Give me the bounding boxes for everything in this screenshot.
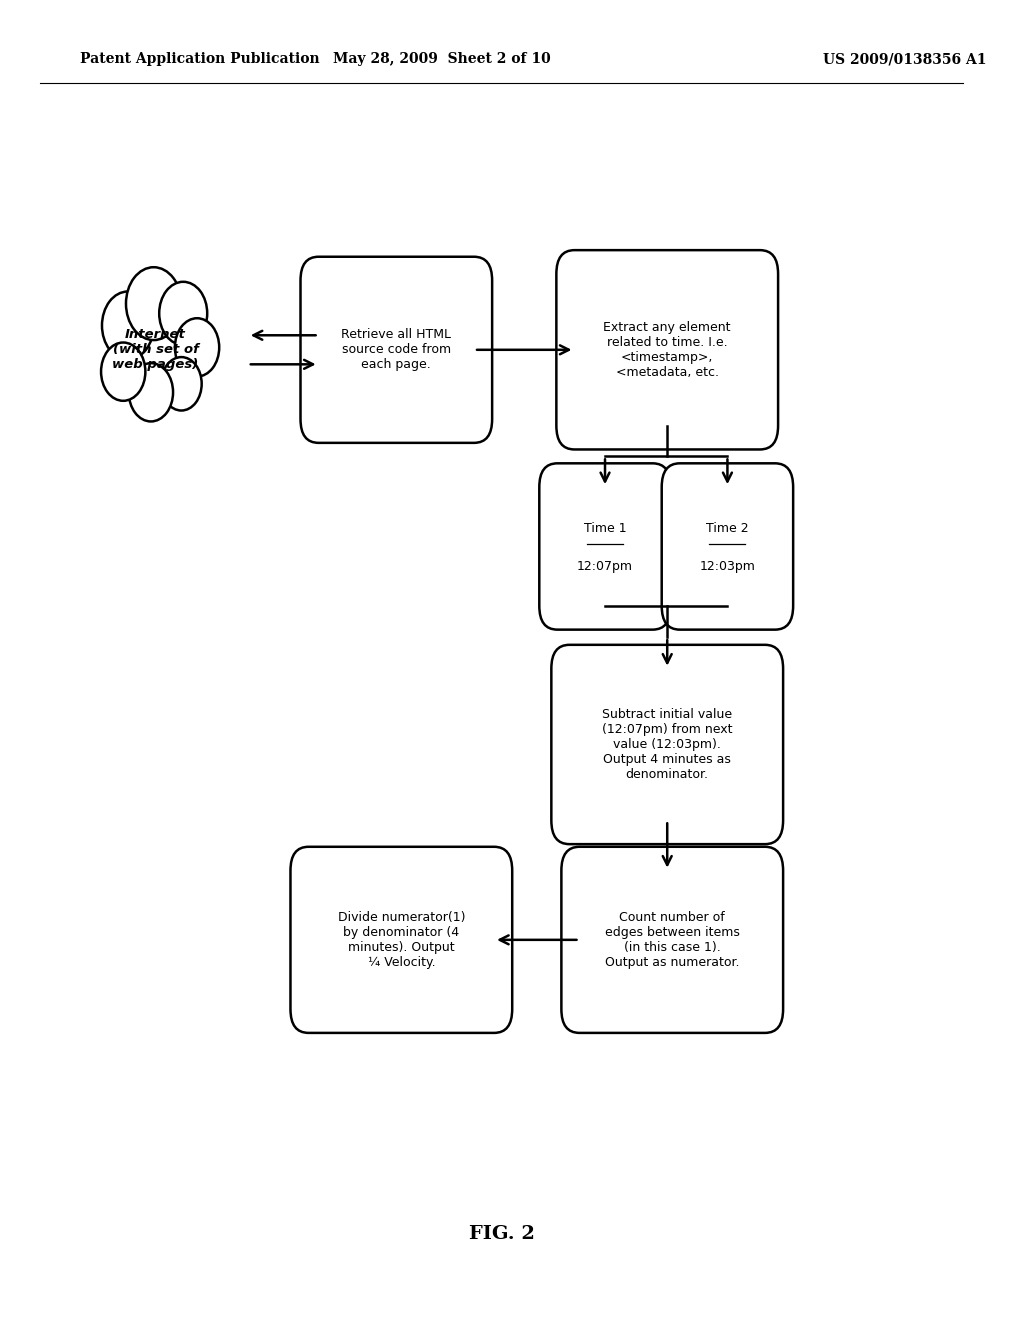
- Text: Extract any element
related to time. I.e.
<timestamp>,
<metadata, etc.: Extract any element related to time. I.e…: [603, 321, 731, 379]
- FancyBboxPatch shape: [540, 463, 671, 630]
- Circle shape: [102, 292, 154, 359]
- FancyBboxPatch shape: [561, 847, 783, 1032]
- Text: Divide numerator(1)
by denominator (4
minutes). Output
¼ Velocity.: Divide numerator(1) by denominator (4 mi…: [338, 911, 465, 969]
- Text: Retrieve all HTML
source code from
each page.: Retrieve all HTML source code from each …: [341, 329, 452, 371]
- Circle shape: [129, 363, 173, 421]
- Text: Time 2: Time 2: [707, 521, 749, 535]
- Text: US 2009/0138356 A1: US 2009/0138356 A1: [822, 53, 986, 66]
- Text: 12:03pm: 12:03pm: [699, 560, 756, 573]
- Text: Count number of
edges between items
(in this case 1).
Output as numerator.: Count number of edges between items (in …: [605, 911, 739, 969]
- FancyBboxPatch shape: [551, 645, 783, 845]
- Text: 12:07pm: 12:07pm: [577, 560, 633, 573]
- FancyBboxPatch shape: [662, 463, 794, 630]
- FancyBboxPatch shape: [291, 847, 512, 1032]
- Circle shape: [101, 342, 145, 401]
- FancyBboxPatch shape: [556, 251, 778, 449]
- Text: Internet
(with set of
web pages): Internet (with set of web pages): [113, 329, 199, 371]
- Text: FIG. 2: FIG. 2: [469, 1225, 535, 1243]
- Circle shape: [161, 358, 202, 411]
- Circle shape: [159, 281, 207, 345]
- FancyBboxPatch shape: [300, 256, 493, 444]
- Circle shape: [126, 267, 181, 341]
- Text: Time 1: Time 1: [584, 521, 627, 535]
- Text: Patent Application Publication: Patent Application Publication: [80, 53, 319, 66]
- Circle shape: [175, 318, 219, 376]
- Text: Subtract initial value
(12:07pm) from next
value (12:03pm).
Output 4 minutes as
: Subtract initial value (12:07pm) from ne…: [602, 708, 732, 781]
- Text: May 28, 2009  Sheet 2 of 10: May 28, 2009 Sheet 2 of 10: [333, 53, 550, 66]
